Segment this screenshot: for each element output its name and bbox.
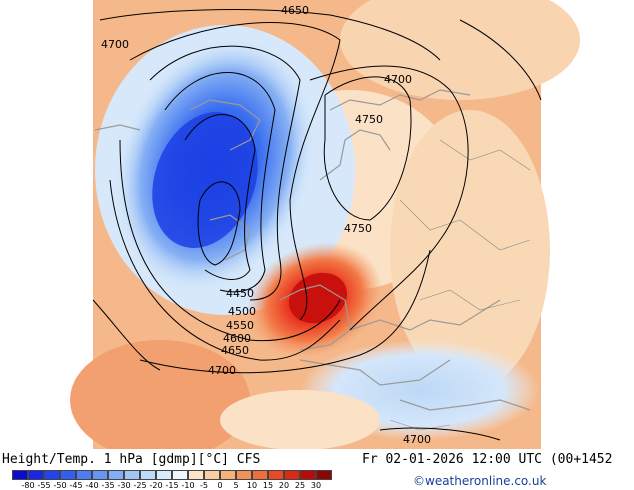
valid-datetime: Fr 02-01-2026 12:00 UTC (00+1452	[362, 452, 613, 467]
color-scale-swatch	[44, 470, 60, 480]
color-scale-swatch	[156, 470, 172, 480]
contour-label: 4700	[208, 364, 236, 377]
color-scale-label: -5	[200, 481, 208, 490]
color-scale-label: -80	[21, 481, 35, 490]
color-scale-label: -55	[37, 481, 51, 490]
hot-core-inner	[288, 272, 348, 324]
contour-label: 4500	[228, 305, 256, 318]
weather-map: 4650 4700 4700 4750 4750 4450 4500 4550 …	[0, 0, 580, 449]
color-scale-bar	[12, 470, 332, 482]
color-scale-labels: -80 -55 -50 -45 -40 -35 -30 -25 -20 -15 -10 -5 0 5 10 1…	[12, 481, 372, 490]
color-scale-label: -25	[133, 481, 147, 490]
contour-label: 4450	[226, 287, 254, 300]
color-scale-label: -50	[53, 481, 67, 490]
height-contours	[92, 9, 542, 441]
color-scale-swatch	[140, 470, 156, 480]
chart-title: Height/Temp. 1 hPa [gdmp][°C] CFS	[2, 452, 261, 467]
color-scale-swatch	[188, 470, 204, 480]
color-scale-swatch	[172, 470, 188, 480]
contour-label: 4750	[355, 113, 383, 126]
color-scale-label: 10	[246, 481, 258, 490]
color-scale-label: -45	[69, 481, 83, 490]
color-scale-label: 15	[262, 481, 274, 490]
cold-core-inner	[152, 112, 258, 248]
color-scale-label: -35	[101, 481, 115, 490]
color-scale-swatch	[204, 470, 220, 480]
warm-region-south	[70, 340, 250, 449]
color-scale-swatch	[92, 470, 108, 480]
color-scale-label: 5	[233, 481, 239, 490]
pale-region-southwest	[220, 390, 380, 449]
contour-label: 4750	[344, 222, 372, 235]
color-scale-swatch	[76, 470, 92, 480]
color-scale-swatch	[252, 470, 268, 480]
color-scale-label: -15	[165, 481, 179, 490]
color-scale-swatch	[108, 470, 124, 480]
color-scale-label: -10	[181, 481, 195, 490]
color-scale-swatch	[300, 470, 316, 480]
contour-label: 4550	[226, 319, 254, 332]
color-scale-swatch	[236, 470, 252, 480]
color-scale-swatch	[220, 470, 236, 480]
color-scale-swatch	[60, 470, 76, 480]
color-scale-swatch	[124, 470, 140, 480]
contour-label: 4600	[223, 332, 251, 345]
color-scale-label: 30	[310, 481, 322, 490]
contour-label: 4700	[384, 73, 412, 86]
color-scale-label: -30	[117, 481, 131, 490]
color-scale-label: 20	[278, 481, 290, 490]
contour-label: 4700	[101, 38, 129, 51]
color-scale-label: 25	[294, 481, 306, 490]
contour-label: 4650	[281, 4, 309, 17]
color-scale-label: 0	[217, 481, 223, 490]
map-margin-left	[0, 0, 93, 449]
color-scale-swatch	[268, 470, 284, 480]
warm-band-north	[340, 0, 580, 100]
color-scale-label: -20	[149, 481, 163, 490]
country-borders	[389, 139, 531, 431]
color-scale-swatch	[284, 470, 300, 480]
contour-label: 4650	[221, 344, 249, 357]
color-scale-swatch	[316, 470, 332, 480]
color-scale-label: -40	[85, 481, 99, 490]
contour-label: 4700	[403, 433, 431, 446]
color-scale-swatch	[28, 470, 44, 480]
credit-link[interactable]: ©weatheronline.co.uk	[413, 474, 547, 488]
color-scale-swatch	[12, 470, 28, 480]
